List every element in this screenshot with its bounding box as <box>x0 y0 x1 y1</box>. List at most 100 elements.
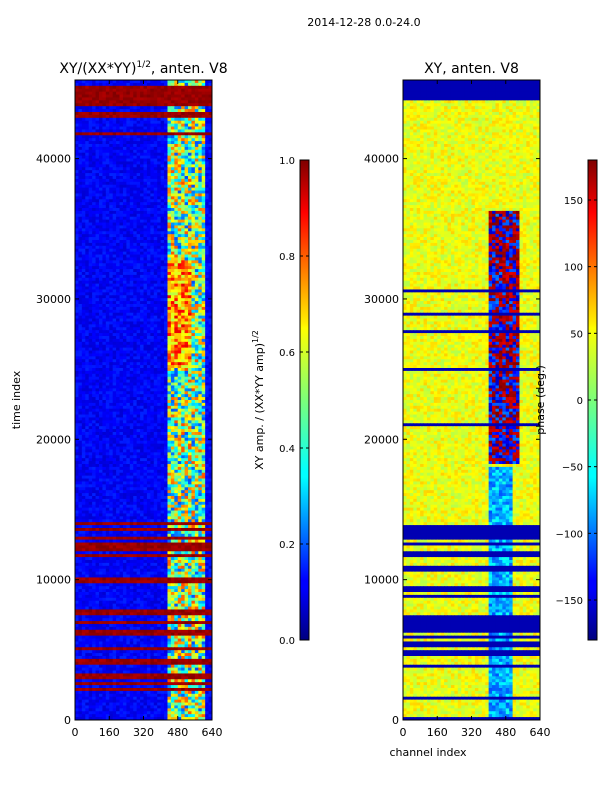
amplitude-cell <box>129 193 134 197</box>
amplitude-cell <box>75 280 79 285</box>
amplitude-cell <box>133 208 138 212</box>
amplitude-cell <box>85 327 90 331</box>
amplitude-cell <box>136 333 141 337</box>
amplitude-cell <box>184 368 189 372</box>
amplitude-cell <box>119 336 124 340</box>
amplitude-cell <box>194 126 199 130</box>
amplitude-cell <box>85 82 90 87</box>
amplitude-cell <box>133 324 138 328</box>
amplitude-cell <box>122 315 127 320</box>
amplitude-cell <box>126 309 131 314</box>
amplitude-cell <box>177 312 182 317</box>
amplitude-cell <box>198 382 203 386</box>
amplitude-cell <box>164 117 168 122</box>
amplitude-cell <box>188 338 192 343</box>
amplitude-cell <box>153 423 158 427</box>
amplitude-cell <box>146 379 151 384</box>
amplitude-cell <box>102 106 107 110</box>
amplitude-cell <box>177 109 182 113</box>
amplitude-cell <box>102 112 107 116</box>
amplitude-cell <box>157 181 162 186</box>
amplitude-cell <box>194 350 199 354</box>
amplitude-cell <box>129 437 134 442</box>
amplitude-cell <box>119 341 124 346</box>
amplitude-cell <box>208 254 212 258</box>
amplitude-cell <box>157 306 162 311</box>
amplitude-cell <box>129 155 134 160</box>
amplitude-cell <box>92 429 97 433</box>
amplitude-cell <box>188 365 192 369</box>
amplitude-cell <box>177 85 182 90</box>
amplitude-cell <box>170 391 175 395</box>
amplitude-cell <box>167 423 172 427</box>
amplitude-cell <box>122 202 127 206</box>
amplitude-cell <box>201 184 206 189</box>
amplitude-cell <box>136 216 141 221</box>
amplitude-cell <box>92 312 97 317</box>
amplitude-cell <box>95 350 100 354</box>
amplitude-cell <box>167 254 172 258</box>
amplitude-cell <box>92 254 97 258</box>
amplitude-cell <box>75 405 79 410</box>
amplitude-cell <box>136 295 141 299</box>
amplitude-cell <box>95 391 100 395</box>
amplitude-cell <box>98 309 103 314</box>
amplitude-cell <box>126 394 131 398</box>
amplitude-cell <box>150 190 155 194</box>
amplitude-cell <box>143 394 148 398</box>
amplitude-cell <box>198 202 203 206</box>
amplitude-cell <box>184 245 189 250</box>
amplitude-cell <box>201 100 206 104</box>
amplitude-cell <box>181 400 186 404</box>
amplitude-cell <box>78 114 83 119</box>
amplitude-cell <box>126 373 131 378</box>
amplitude-cell <box>143 114 148 119</box>
amplitude-cell <box>198 347 203 352</box>
amplitude-cell <box>126 327 131 331</box>
amplitude-cell <box>191 397 196 401</box>
amplitude-cell <box>143 411 148 416</box>
amplitude-cell <box>167 274 172 279</box>
amplitude-cell <box>146 295 151 299</box>
amplitude-cell <box>146 257 151 261</box>
amplitude-cell <box>92 272 97 276</box>
amplitude-cell <box>88 161 93 165</box>
amplitude-cell <box>181 304 186 308</box>
amplitude-cell <box>102 254 107 258</box>
amplitude-cell <box>157 106 162 110</box>
amplitude-cell <box>208 231 212 235</box>
amplitude-cell <box>109 414 114 418</box>
amplitude-cell <box>167 272 172 276</box>
amplitude-cell <box>105 382 110 386</box>
amplitude-cell <box>167 260 172 264</box>
amplitude-cell <box>191 333 196 337</box>
amplitude-cell <box>78 257 83 261</box>
amplitude-cell <box>188 330 192 334</box>
amplitude-cell <box>102 126 107 130</box>
amplitude-cell <box>177 117 182 122</box>
amplitude-cell <box>129 266 134 270</box>
amplitude-cell <box>95 123 100 128</box>
amplitude-cell <box>140 242 144 247</box>
amplitude-cell <box>198 376 203 381</box>
amplitude-cell <box>143 222 148 226</box>
amplitude-cell <box>88 321 93 325</box>
amplitude-cell <box>153 318 158 322</box>
amplitude-cell <box>75 242 79 247</box>
amplitude-cell <box>88 170 93 174</box>
amplitude-cell <box>157 225 162 229</box>
amplitude-cell <box>153 109 158 113</box>
amplitude-cell <box>170 103 175 107</box>
amplitude-cell <box>119 85 124 90</box>
amplitude-cell <box>133 152 138 157</box>
amplitude-cell <box>78 263 83 267</box>
amplitude-cell <box>136 222 141 226</box>
amplitude-cell <box>95 225 100 229</box>
amplitude-cell <box>150 208 155 212</box>
amplitude-cell <box>81 379 86 384</box>
amplitude-cell <box>167 341 172 346</box>
amplitude-cell <box>164 257 168 261</box>
amplitude-cell <box>184 240 189 244</box>
amplitude-cell <box>184 144 189 148</box>
